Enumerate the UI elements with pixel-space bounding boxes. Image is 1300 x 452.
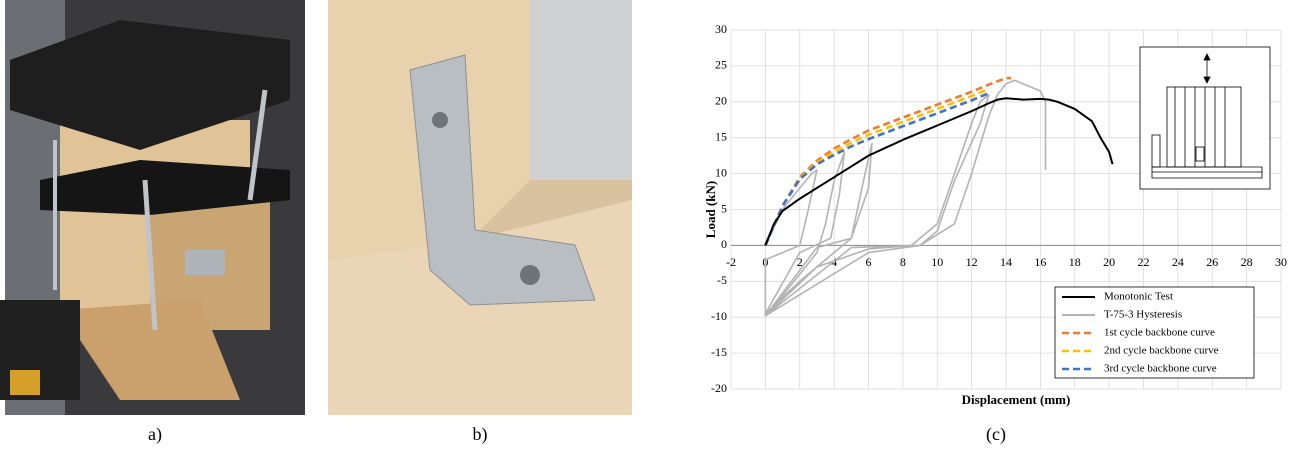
plot-area <box>764 76 1114 317</box>
caption: (c) <box>986 424 1006 445</box>
photo-a <box>0 0 305 415</box>
y-tick-label: -15 <box>711 345 727 359</box>
legend-label: 2nd cycle backbone curve <box>1104 345 1219 357</box>
y-tick-label: 5 <box>721 201 727 215</box>
y-axis-label: Load (kN) <box>703 181 718 238</box>
x-tick-label: 20 <box>1103 255 1115 269</box>
x-tick-label: 10 <box>931 255 943 269</box>
x-tick-label: 26 <box>1206 255 1218 269</box>
x-tick-label: 24 <box>1172 255 1184 269</box>
y-tick-label: -5 <box>717 273 727 287</box>
x-tick-label: 2 <box>797 255 803 269</box>
legend-label: 3rd cycle backbone curve <box>1104 363 1217 375</box>
inset <box>1139 46 1271 190</box>
x-tick-label: 8 <box>900 255 906 269</box>
y-tick-label: 20 <box>715 94 727 108</box>
x-tick-label: 16 <box>1034 255 1046 269</box>
x-tick-label: 12 <box>966 255 978 269</box>
y-tick-label: 25 <box>715 58 727 72</box>
caption: a) <box>148 424 162 445</box>
series-line <box>764 97 1114 246</box>
series-line <box>764 87 990 246</box>
x-tick-label: 30 <box>1275 255 1287 269</box>
x-tick-label: 6 <box>866 255 872 269</box>
y-tick-label: 15 <box>715 129 727 143</box>
y-tick-label: -20 <box>711 381 727 395</box>
legend-label: T-75-3 Hysteresis <box>1104 309 1182 321</box>
legend: Monotonic Test T-75-3 Hysteresis 1st cycle… <box>1054 286 1255 379</box>
y-tick-label: 0 <box>721 237 727 251</box>
series-line <box>764 76 1012 246</box>
y-tick-label: 30 <box>715 22 727 36</box>
caption: b) <box>473 424 488 445</box>
x-tick-label: -2 <box>726 255 736 269</box>
photo-b <box>328 0 632 415</box>
y-tick-label: 10 <box>715 165 727 179</box>
legend-label: 1st cycle backbone curve <box>1104 327 1215 339</box>
series-line <box>764 91 990 246</box>
legend-label: Monotonic Test <box>1104 291 1173 303</box>
x-axis-label: Displacement (mm) <box>962 392 1071 407</box>
x-tick-label: 28 <box>1241 255 1253 269</box>
x-tick-label: 18 <box>1069 255 1081 269</box>
series-line <box>764 79 1047 317</box>
x-tick-label: 14 <box>1000 255 1012 269</box>
y-tick-label: -10 <box>711 309 727 323</box>
x-tick-label: 22 <box>1138 255 1150 269</box>
